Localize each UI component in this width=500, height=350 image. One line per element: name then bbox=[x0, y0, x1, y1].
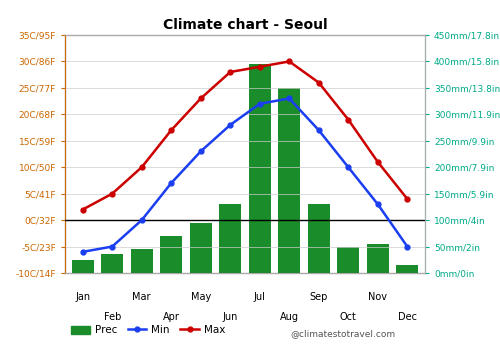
Text: @climatestotravel.com: @climatestotravel.com bbox=[290, 329, 395, 338]
Bar bbox=[130, 249, 153, 273]
Text: Jul: Jul bbox=[254, 292, 266, 302]
Bar bbox=[337, 246, 359, 273]
Bar bbox=[278, 88, 300, 273]
Title: Climate chart - Seoul: Climate chart - Seoul bbox=[162, 19, 328, 33]
Text: Oct: Oct bbox=[340, 312, 356, 322]
Text: Apr: Apr bbox=[163, 312, 180, 322]
Bar bbox=[160, 236, 182, 273]
Text: Nov: Nov bbox=[368, 292, 388, 302]
Text: Feb: Feb bbox=[104, 312, 121, 322]
Text: Aug: Aug bbox=[280, 312, 299, 322]
Legend: Prec, Min, Max: Prec, Min, Max bbox=[66, 321, 230, 339]
Bar bbox=[308, 204, 330, 273]
Text: Mar: Mar bbox=[132, 292, 151, 302]
Bar bbox=[366, 244, 389, 273]
Text: Dec: Dec bbox=[398, 312, 417, 322]
Bar bbox=[101, 254, 124, 273]
Text: May: May bbox=[190, 292, 211, 302]
Bar bbox=[72, 260, 94, 273]
Text: Sep: Sep bbox=[310, 292, 328, 302]
Text: Jan: Jan bbox=[75, 292, 90, 302]
Bar bbox=[396, 265, 418, 273]
Bar bbox=[219, 204, 242, 273]
Bar bbox=[248, 64, 271, 273]
Bar bbox=[190, 223, 212, 273]
Text: Jun: Jun bbox=[222, 312, 238, 322]
